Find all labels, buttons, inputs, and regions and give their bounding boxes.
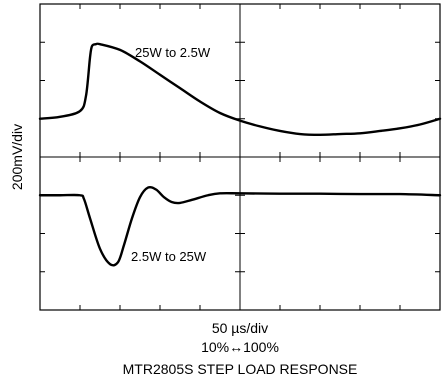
- series-label-upper: 25W to 2.5W: [135, 45, 211, 60]
- y-axis-label: 200mV/div: [9, 124, 25, 190]
- trace-lower-series: [38, 185, 442, 267]
- x-axis-label: 50 µs/div: [212, 320, 268, 336]
- traces: [38, 42, 442, 267]
- trace-upper-series: [38, 42, 442, 137]
- series-label-lower: 2.5W to 25W: [131, 249, 207, 264]
- x-axis-sublabel: 10%↔100%: [201, 339, 279, 355]
- chart-title: MTR2805S STEP LOAD RESPONSE: [123, 361, 358, 377]
